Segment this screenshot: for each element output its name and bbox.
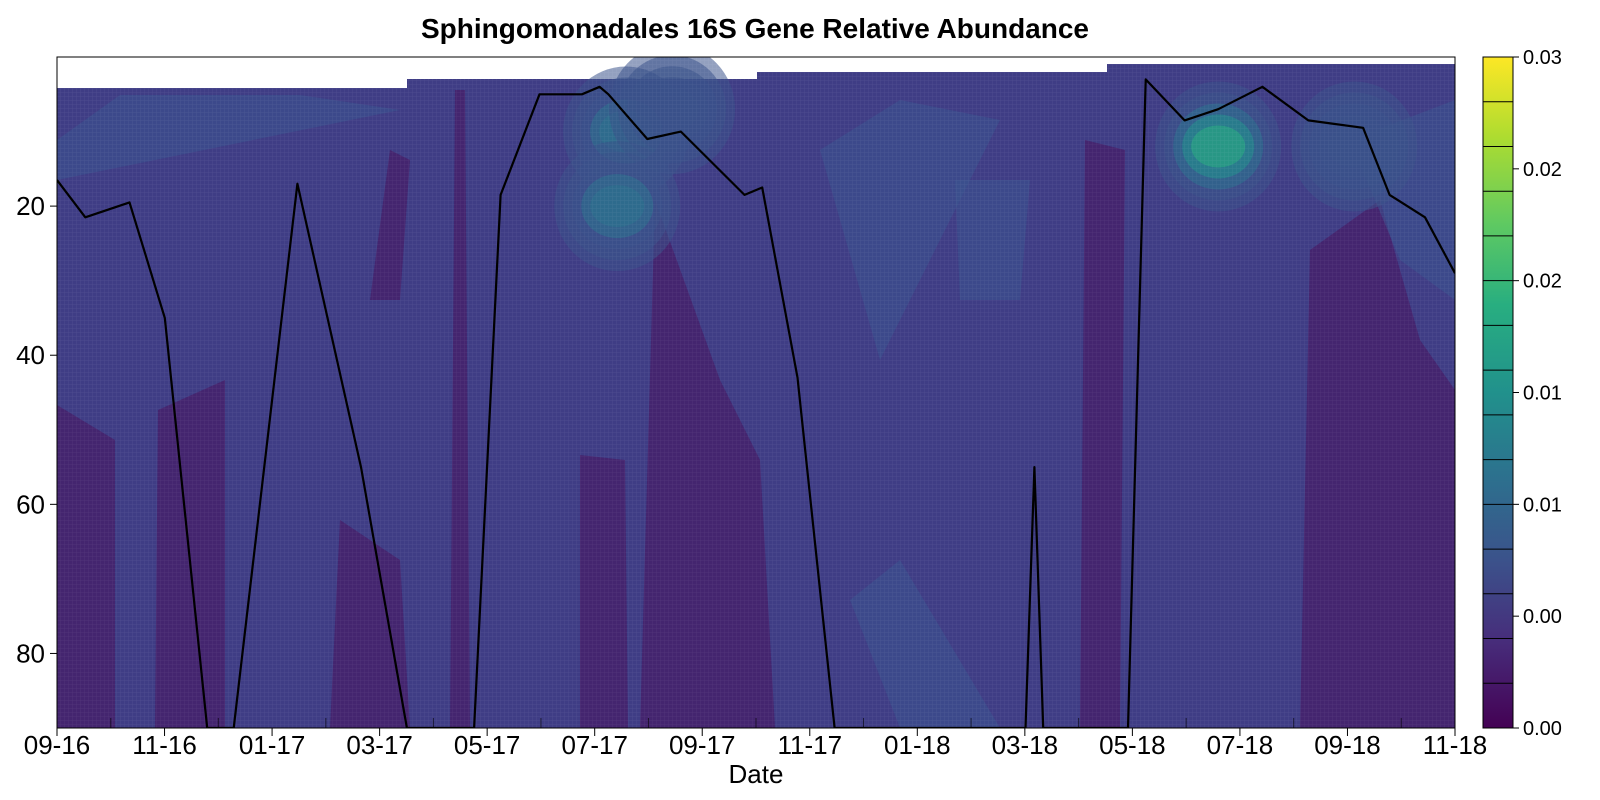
- y-tick-label: 80: [16, 638, 45, 668]
- x-tick-label: 11-16: [132, 730, 197, 760]
- x-tick-label: 11-17: [777, 730, 842, 760]
- colorbar-tick-label: 0.00: [1523, 606, 1562, 628]
- chart-title: Sphingomonadales 16S Gene Relative Abund…: [421, 13, 1089, 44]
- colorbar-tick-label: 0.00: [1523, 718, 1562, 740]
- profile-line: [57, 78, 1455, 728]
- x-tick-label: 03-18: [992, 730, 1059, 760]
- x-tick-label: 03-17: [346, 730, 413, 760]
- colorbar-tick-label: 0.01: [1523, 383, 1562, 405]
- colorbar-tick-label: 0.01: [1523, 494, 1562, 516]
- x-tick-label: 01-18: [884, 730, 951, 760]
- x-tick-label: 07-17: [561, 730, 628, 760]
- colorbar-tick-label: 0.03: [1523, 47, 1562, 69]
- x-tick-label: 09-17: [669, 730, 736, 760]
- x-tick-label: 11-18: [1423, 730, 1488, 760]
- colorbar-tick-label: 0.02: [1523, 159, 1562, 181]
- colorbar-tick-label: 0.02: [1523, 271, 1562, 293]
- colorbar-gradient: [1483, 57, 1513, 728]
- y-tick-label: 40: [16, 340, 45, 370]
- y-tick-label: 20: [16, 191, 45, 221]
- y-tick-label: 60: [16, 489, 45, 519]
- x-tick-label: 09-16: [24, 730, 91, 760]
- x-tick-label: 05-18: [1099, 730, 1166, 760]
- colorbar: 0.00 0.00 0.01 0.01 0.02 0.02 0.03: [1482, 47, 1562, 740]
- x-tick-label: 07-18: [1207, 730, 1274, 760]
- x-tick-label: 01-17: [239, 730, 306, 760]
- x-axis: 09-16 11-16 01-17 03-17 05-17 07-17 09-17 11-17…: [24, 718, 1488, 760]
- y-axis: 20 40 60 80: [16, 191, 57, 668]
- x-tick-label: 09-18: [1314, 730, 1381, 760]
- plot-area: [57, 57, 1455, 728]
- x-axis-label: Date: [729, 759, 784, 789]
- x-tick-label: 05-17: [454, 730, 521, 760]
